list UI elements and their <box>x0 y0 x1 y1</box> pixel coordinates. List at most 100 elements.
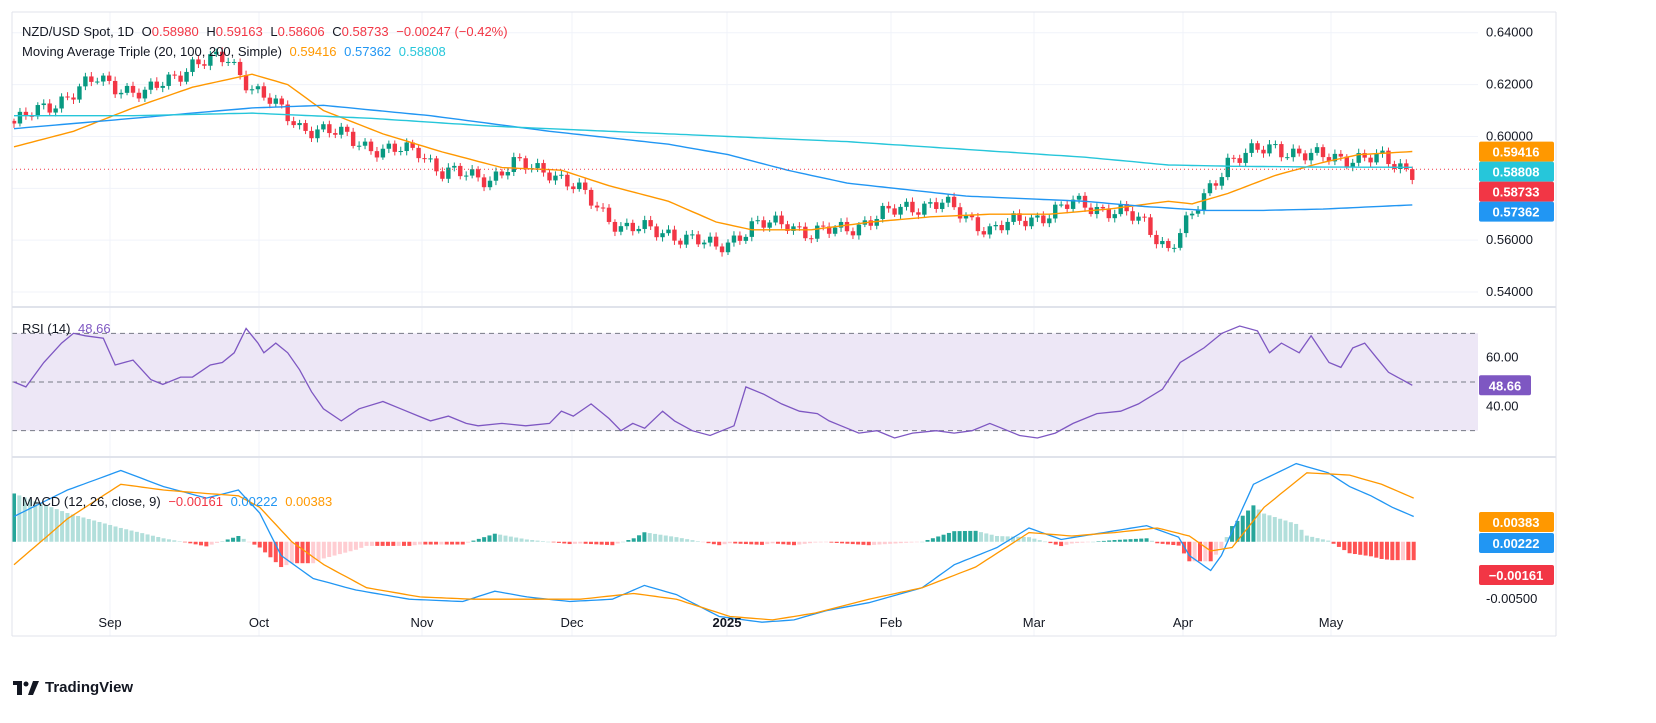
macd-histogram-bar <box>134 531 139 542</box>
macd-histogram-bar <box>524 539 529 542</box>
macd-histogram-bar <box>1091 541 1096 543</box>
macd-histogram-bar <box>1267 515 1272 542</box>
macd-histogram-bar <box>418 541 423 545</box>
candle-body <box>1279 144 1284 158</box>
macd-histogram-bar <box>1401 541 1406 561</box>
candle-body <box>541 163 546 173</box>
x-tick-label: 2025 <box>713 615 742 630</box>
macd-histogram-bar <box>562 541 567 544</box>
macd-histogram-bar <box>1069 541 1074 544</box>
candle-body <box>523 158 528 170</box>
macd-histogram-bar <box>786 541 791 545</box>
candle-body <box>1308 152 1314 161</box>
candle-body <box>969 215 975 218</box>
candle-body <box>458 165 463 177</box>
candle-body <box>880 205 885 219</box>
rsi-legend: RSI (14) 48.66 <box>22 321 115 336</box>
tradingview-brand[interactable]: TradingView <box>13 679 133 696</box>
candle-body <box>422 158 427 160</box>
candle-body <box>934 202 939 209</box>
macd-histogram-bar <box>1395 541 1400 561</box>
macd-legend-title: MACD (12, 26, close, 9) <box>22 494 161 509</box>
macd-histogram-bar <box>1224 537 1229 542</box>
candle-body <box>1154 234 1159 245</box>
macd-histogram-bar <box>17 495 22 542</box>
macd-histogram-bar <box>882 541 887 545</box>
candle-body <box>237 61 243 76</box>
macd-histogram-bar <box>193 541 198 545</box>
macd-histogram-bar <box>86 518 91 542</box>
macd-histogram-bar <box>1198 541 1203 562</box>
open-label: O <box>141 24 152 39</box>
macd-histogram-bar <box>834 541 839 543</box>
candle-body <box>1243 152 1248 163</box>
rsi-line <box>13 325 1413 439</box>
candle-body <box>1207 183 1213 194</box>
macd-histogram-bar <box>503 535 508 542</box>
ma-legend-title: Moving Average Triple (20, 100, 200, Sim… <box>22 44 282 59</box>
macd-histogram-bar <box>60 511 65 542</box>
candle-body <box>380 148 386 158</box>
candle-body <box>101 75 106 82</box>
candle-body <box>404 142 409 152</box>
macd-histogram-bar <box>273 541 278 563</box>
macd-histogram-bar <box>775 541 780 544</box>
candle-body <box>642 220 647 229</box>
candle-body <box>731 235 737 243</box>
price-tick-label: 0.56000 <box>1486 232 1533 247</box>
candle-body <box>1326 157 1332 162</box>
candle-body <box>350 131 356 146</box>
macd-histogram-bar <box>679 538 684 542</box>
candle-body <box>345 126 350 132</box>
candle-body <box>1100 206 1106 209</box>
macd-histogram-bar <box>754 541 759 545</box>
macd-histogram-bar <box>813 541 818 543</box>
macd-histogram-bar <box>1230 526 1235 542</box>
candle-body <box>940 202 945 209</box>
candle-body <box>844 221 850 232</box>
macd-histogram-bar <box>1107 540 1112 542</box>
macd-histogram-bar <box>572 541 577 544</box>
macd-histogram-bar <box>348 541 353 552</box>
macd-histogram-bar <box>706 541 711 544</box>
price-tick-label: 0.64000 <box>1486 25 1533 40</box>
candles <box>11 47 1415 257</box>
candle-body <box>987 226 992 235</box>
macd-histogram-bar <box>498 534 503 542</box>
macd-histogram-bar <box>946 532 951 542</box>
candle-body <box>47 103 52 113</box>
candle-body <box>202 64 207 66</box>
x-tick-label: May <box>1319 615 1344 630</box>
candle-body <box>1350 162 1355 167</box>
price-tag-box <box>1479 141 1554 162</box>
candle-body <box>1005 221 1010 231</box>
candle-body <box>154 81 159 88</box>
macd-histogram-bar <box>172 540 177 542</box>
macd-histogram-bar <box>824 541 829 543</box>
macd-signal-value: 0.00383 <box>285 494 333 509</box>
macd-histogram-bar <box>332 541 337 556</box>
candle-body <box>130 85 136 93</box>
candle-body <box>850 231 856 236</box>
candle-body <box>594 205 600 208</box>
macd-histogram-bar <box>161 538 166 542</box>
macd-histogram-bar <box>690 540 695 542</box>
price-tick-label: 0.62000 <box>1486 77 1533 92</box>
candle-body <box>559 174 564 176</box>
macd-histogram-bar <box>1117 539 1122 542</box>
candle-body <box>184 71 189 82</box>
close-value: 0.58733 <box>341 24 389 39</box>
macd-histogram-bar <box>1192 541 1197 562</box>
candle-body <box>107 75 112 81</box>
rsi-legend-title: RSI (14) <box>22 321 71 336</box>
rsi-value-tag <box>1479 375 1531 396</box>
x-tick-label: Sep <box>98 615 121 630</box>
macd-histogram-bar <box>1123 539 1128 542</box>
macd-histogram-bar <box>904 541 909 543</box>
candle-body <box>1041 215 1046 224</box>
candle-body <box>666 229 671 234</box>
macd-histogram-bar <box>150 535 155 542</box>
macd-histogram-bar <box>1304 535 1309 542</box>
candle-body <box>755 220 760 222</box>
macd-histogram-bar <box>1235 520 1240 542</box>
